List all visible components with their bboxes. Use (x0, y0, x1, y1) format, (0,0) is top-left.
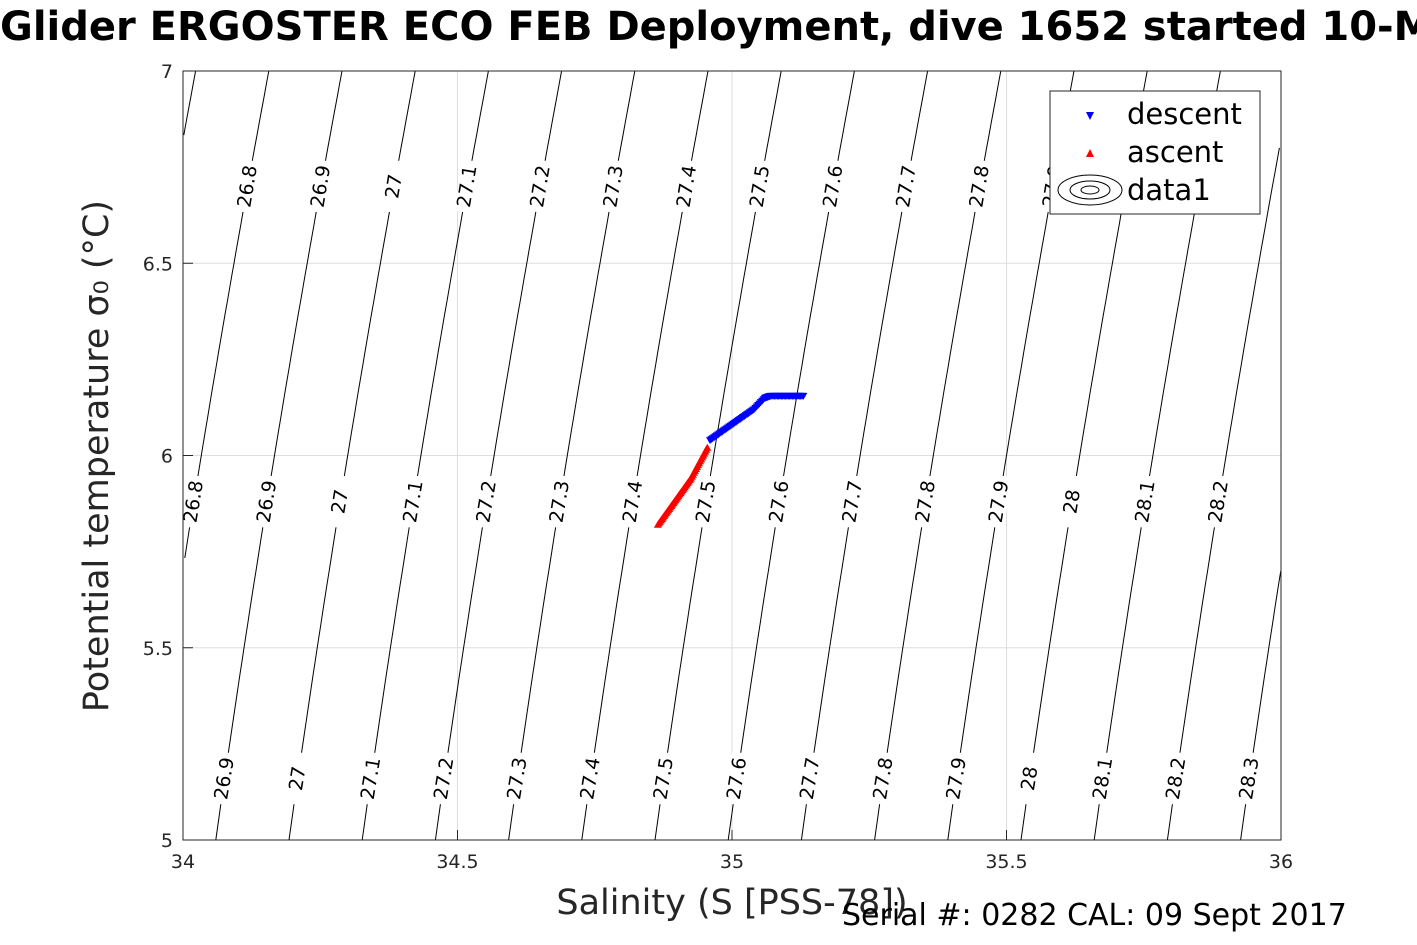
contour-label-background (1236, 751, 1263, 806)
contour-label-background (527, 159, 554, 214)
contour-label-background (870, 751, 897, 806)
contour-label-background (839, 474, 866, 529)
y-tick-label: 5 (161, 830, 173, 852)
contour-label: 28 (1017, 765, 1043, 792)
y-tick-label: 6 (161, 446, 173, 468)
y-axis-label: Potential temperature σ₀ (°C) (77, 200, 117, 712)
contour-label-background (327, 474, 354, 529)
contour-label-background (1163, 751, 1190, 806)
contour-label-background (766, 474, 793, 529)
contour-label: 27 (381, 173, 407, 200)
data-points (653, 392, 808, 528)
contour-label-background (893, 159, 920, 214)
contour-label-background (473, 474, 500, 529)
contour-label-background (431, 751, 458, 806)
contour-label-background (400, 474, 427, 529)
x-tick-label: 34 (171, 851, 195, 873)
contour-label: 27 (285, 765, 311, 792)
contour-label-background (211, 751, 238, 806)
legend-contour-marker (1057, 174, 1123, 206)
x-tick-label: 34.5 (436, 851, 478, 873)
contour-label-background (454, 159, 481, 214)
contour-label-background (619, 474, 647, 529)
contour-label-background (912, 474, 939, 529)
contour-label-background (284, 751, 311, 806)
contour-label-background (820, 159, 847, 214)
contour-label-background (380, 159, 408, 214)
contour-label-background (1059, 474, 1086, 529)
contour-label-background (985, 474, 1013, 529)
x-axis-ticks: 34 34.5 35 35.5 36 (171, 830, 1293, 873)
x-axis-label: Salinity (S [PSS-78]) (556, 883, 907, 923)
contour-label: 27 (327, 488, 353, 515)
y-axis-ticks: 5 5.5 6 6.5 7 (143, 61, 193, 852)
contour-label-background (1016, 751, 1043, 806)
contour-label-background (650, 751, 677, 806)
density-contour-line (183, 70, 197, 136)
legend-data1-label: data1 (1127, 173, 1211, 207)
legend: descent ascent data1 (1049, 90, 1261, 215)
contour-label-background (723, 751, 751, 806)
legend-descent-marker (1086, 112, 1094, 120)
contour-label-background (577, 751, 604, 806)
ascent-point (703, 443, 712, 451)
y-tick-label: 7 (161, 61, 173, 83)
contour-label-background (966, 159, 993, 214)
chart-title: Glider ERGOSTER ECO FEB Deployment, dive… (0, 4, 1417, 50)
contour-label-background (746, 159, 774, 214)
x-tick-label: 35 (720, 851, 744, 873)
contour-label-background (234, 159, 261, 214)
serial-calibration-note: Serial #: 0282 CAL: 09 Sept 2017 (842, 898, 1347, 933)
contour-label-background (1089, 751, 1117, 806)
contour-label-background (1205, 474, 1232, 529)
x-tick-label: 36 (1269, 851, 1293, 873)
contour-label-background (673, 159, 700, 214)
contour-label-background (797, 751, 824, 806)
contour-label-background (693, 474, 720, 529)
contour-label-background (504, 751, 531, 806)
contour-label-background (1132, 474, 1159, 529)
contour-label-background (253, 474, 281, 529)
descent-point (799, 392, 808, 400)
contour-label-background (307, 159, 334, 214)
contour-label-background (180, 474, 207, 529)
contour-label-background (357, 751, 385, 806)
legend-descent-label: descent (1127, 97, 1242, 131)
legend-ascent-marker (1086, 149, 1094, 157)
density-contour-labels: 26.8 26.9 27 27.1 27.2 27.3 27.4 27.5 27.6 27.7 27… (180, 159, 1264, 806)
contour-label: 28 (1059, 488, 1085, 515)
x-tick-label: 35.5 (985, 851, 1027, 873)
contour-label-background (600, 159, 627, 214)
y-tick-label: 5.5 (143, 638, 173, 660)
y-tick-label: 6.5 (143, 253, 173, 275)
legend-ascent-label: ascent (1127, 135, 1223, 169)
contour-label-background (546, 474, 573, 529)
contour-label-background (943, 751, 970, 806)
